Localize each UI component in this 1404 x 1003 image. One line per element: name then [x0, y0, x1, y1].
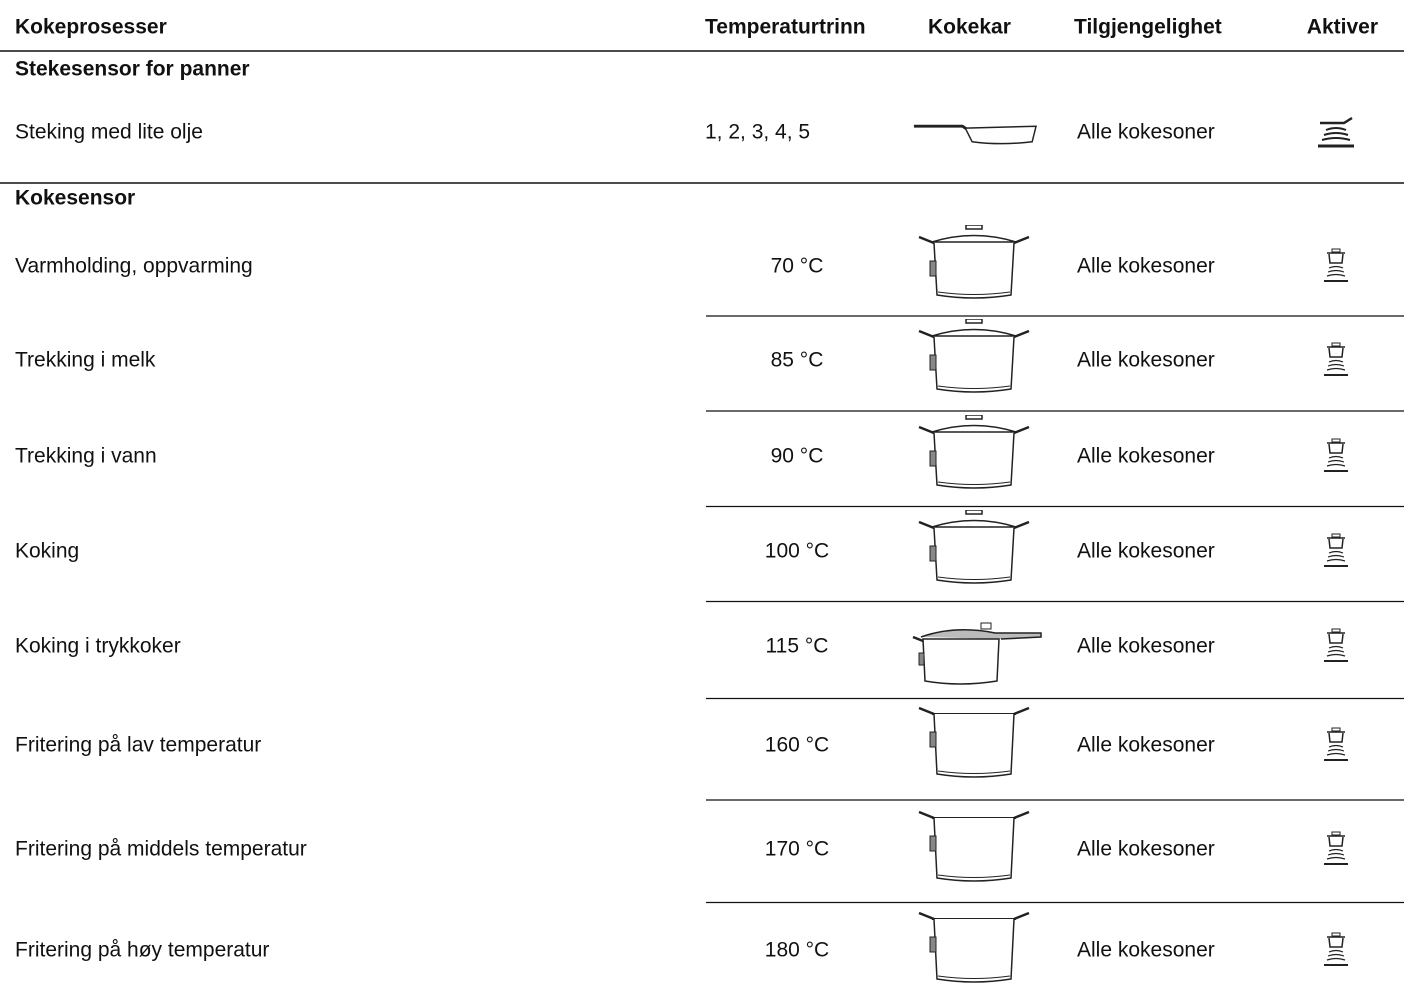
column-header: Tilgjengelighet: [1074, 16, 1222, 39]
column-header: Kokeprosesser: [15, 16, 167, 39]
icon: [1323, 628, 1349, 662]
process: Trekking i melk: [15, 349, 156, 372]
temperature: 85 °C: [771, 349, 824, 372]
temperature: 115 °C: [766, 635, 829, 658]
availability: Alle kokesoner: [1077, 445, 1215, 468]
temperature: 1, 2, 3, 4, 5: [705, 121, 810, 144]
section-title: Stekesensor for panner: [15, 58, 250, 81]
icon: [1323, 533, 1349, 567]
icon: [1323, 248, 1349, 282]
temperature: 100 °C: [765, 540, 829, 563]
process: Fritering på middels temperatur: [15, 838, 307, 861]
section-title: Kokesensor: [15, 187, 135, 210]
process: Varmholding, oppvarming: [15, 255, 253, 278]
temperature: 70 °C: [771, 255, 824, 278]
temperature: 170 °C: [765, 838, 829, 861]
icon: [1323, 831, 1349, 865]
icon: [1316, 116, 1356, 148]
icon: [917, 706, 1031, 779]
icon: [917, 225, 1031, 300]
icon: [1323, 727, 1349, 761]
column-header: Temperaturtrinn: [705, 16, 866, 39]
icon: [912, 124, 1038, 146]
icon: [1323, 342, 1349, 376]
temperature: 160 °C: [765, 734, 829, 757]
availability: Alle kokesoner: [1077, 734, 1215, 757]
availability: Alle kokesoner: [1077, 540, 1215, 563]
column-header: Kokekar: [928, 16, 1011, 39]
availability: Alle kokesoner: [1077, 838, 1215, 861]
column-header: Aktiver: [1307, 16, 1378, 39]
temperature: 90 °C: [771, 445, 824, 468]
temperature: 180 °C: [765, 939, 829, 962]
icon: [1323, 438, 1349, 472]
icon: [917, 810, 1031, 883]
availability: Alle kokesoner: [1077, 255, 1215, 278]
availability: Alle kokesoner: [1077, 939, 1215, 962]
icon: [917, 911, 1031, 984]
process: Koking i trykkoker: [15, 635, 181, 658]
process: Trekking i vann: [15, 445, 157, 468]
icon: [911, 621, 1043, 686]
icon: [917, 319, 1031, 394]
icon: [917, 415, 1031, 490]
availability: Alle kokesoner: [1077, 121, 1215, 144]
icon: [917, 510, 1031, 585]
process: Fritering på høy temperatur: [15, 939, 269, 962]
availability: Alle kokesoner: [1077, 635, 1215, 658]
icon: [1323, 932, 1349, 966]
availability: Alle kokesoner: [1077, 349, 1215, 372]
process: Fritering på lav temperatur: [15, 734, 261, 757]
process: Koking: [15, 540, 79, 563]
process: Steking med lite olje: [15, 121, 203, 144]
